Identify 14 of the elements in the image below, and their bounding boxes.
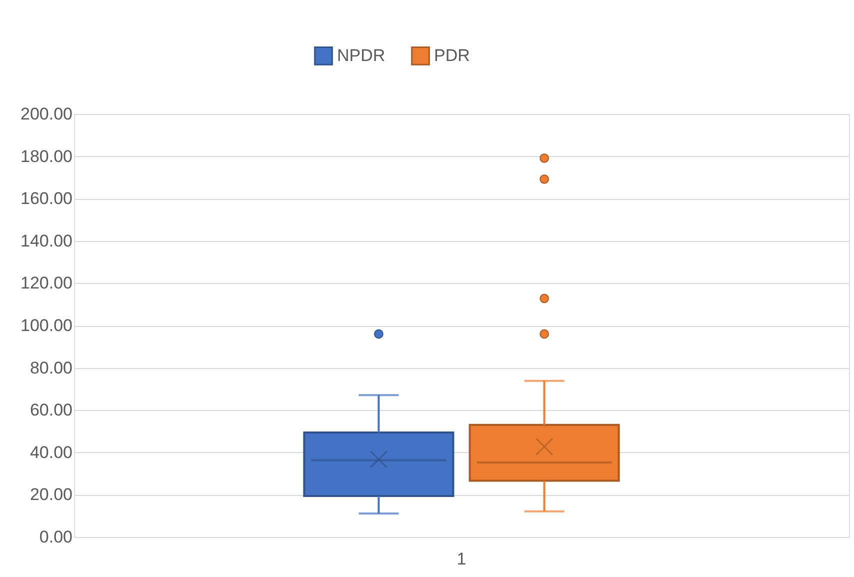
y-tick-label: 180.00 [20, 146, 72, 166]
legend-label: NPDR [337, 46, 386, 65]
y-tick-label: 20.00 [30, 485, 72, 504]
legend-label: PDR [434, 46, 470, 65]
y-tick-label: 0.00 [39, 528, 72, 546]
y-tick-label: 140.00 [20, 231, 72, 250]
y-tick-label: 120.00 [20, 274, 72, 293]
y-tick-label: 40.00 [30, 442, 72, 462]
y-tick-label: 160.00 [20, 189, 72, 208]
y-tick-label: 100.00 [20, 316, 72, 335]
y-tick-label: 200.00 [20, 104, 72, 124]
y-tick-label: 80.00 [30, 358, 72, 378]
y-tick-label: 60.00 [30, 400, 72, 420]
x-tick-label: 1 [456, 550, 466, 568]
